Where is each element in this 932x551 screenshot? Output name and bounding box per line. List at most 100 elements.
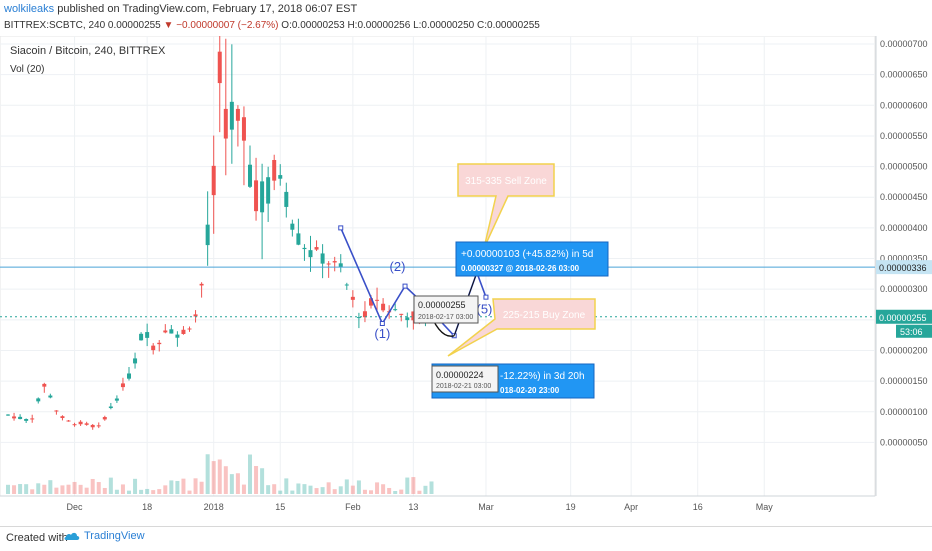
candle-body [157, 342, 162, 345]
candle-body [393, 309, 398, 311]
volume-bar [405, 477, 410, 494]
volume-bar [344, 479, 349, 494]
author-link[interactable]: wolkileaks [4, 3, 55, 15]
volume-bar [241, 484, 246, 494]
candle-body [127, 373, 131, 379]
candle-body [102, 417, 107, 420]
candle-body [96, 425, 101, 427]
wave-pivot [483, 294, 489, 300]
candle-body [308, 250, 313, 258]
candle-body [139, 333, 144, 341]
created-with-text: Created with [6, 532, 68, 544]
tooltip-bottom-box [431, 365, 499, 393]
candle-body [120, 383, 125, 388]
ticker-symbol: BITTREX:SCBTC, 240 0.00000255 [4, 20, 161, 31]
candle-body [163, 330, 168, 333]
candle-body [217, 51, 222, 84]
candle-body [241, 117, 246, 141]
tradingview-brand: TradingView [84, 530, 145, 542]
overlays: (1) (2) (5) 315-335 Sell Zone 225-215 Buy Zo… [0, 163, 875, 399]
candle-body [362, 311, 367, 318]
publish-line: wolkileaks published on TradingView.com,… [4, 3, 357, 15]
candle-body [48, 395, 53, 398]
tooltip-top-date: 2018-02-17 03:00 [418, 314, 473, 321]
volume-bar [266, 485, 271, 494]
wave-pivot [379, 321, 385, 327]
x-tick-label: Dec [67, 502, 84, 512]
tradingview-link[interactable]: TradingView [64, 530, 145, 542]
candle-body [320, 253, 325, 264]
volume-bar [175, 480, 180, 494]
ticker-line: BITTREX:SCBTC, 240 0.00000255 ▼ −0.00000… [4, 20, 540, 31]
volume-bar [120, 484, 125, 494]
volume-bar [48, 480, 53, 494]
volume-bar [199, 481, 204, 494]
y-tick-label: 0.00000450 [880, 192, 928, 202]
candle-body [30, 418, 35, 420]
candle-body [84, 423, 89, 425]
volume-bar [18, 484, 23, 494]
x-tick-label: 13 [408, 502, 418, 512]
volume-bar [411, 477, 416, 494]
candle-body [72, 424, 77, 426]
publish-header: wolkileaks published on TradingView.com,… [0, 0, 932, 36]
volume-bar [375, 482, 380, 494]
volume-bar [429, 481, 434, 494]
candle-body [332, 261, 337, 263]
tradingview-cloud-icon [64, 532, 80, 541]
x-tick-label: 16 [693, 502, 703, 512]
measure-up-line2: 0.00000327 @ 2018-02-26 03:00 [461, 264, 580, 273]
volume-bar [54, 487, 59, 494]
volume-bar [163, 485, 168, 494]
wave-pivot [338, 225, 344, 231]
candle-body [411, 311, 416, 321]
volume-bar [127, 490, 131, 494]
candle-body [60, 416, 65, 419]
wave-label: (2) [390, 259, 406, 274]
candle-body [290, 223, 295, 230]
y-tick-label: 0.00000500 [880, 162, 928, 172]
volume-bar [157, 489, 162, 494]
volume-bar [369, 490, 373, 494]
candle-body [302, 247, 307, 250]
sell-zone-label: 315-335 Sell Zone [465, 176, 547, 187]
candle-body [90, 424, 95, 428]
chart-title: Siacoin / Bitcoin, 240, BITTREX [10, 45, 166, 57]
volume-bar [314, 488, 319, 494]
tooltip-top-value: 0.00000255 [418, 300, 466, 310]
current-price-text: 0.00000255 [879, 313, 927, 323]
candle-body [193, 314, 198, 317]
volume-bar [193, 478, 198, 494]
price-chart[interactable]: (1) (2) (5) 315-335 Sell Zone 225-215 Buy Zo… [0, 0, 932, 526]
x-tick-label: Apr [624, 502, 638, 512]
candle-body [381, 303, 386, 311]
volume-bar [72, 481, 77, 494]
candle-body [18, 416, 23, 420]
candle-body [223, 108, 228, 139]
candle-body [145, 332, 150, 338]
candle-body [211, 165, 216, 196]
x-tick-label: 19 [566, 502, 576, 512]
x-tick-label: 18 [142, 502, 152, 512]
candle-body [278, 175, 283, 179]
buy-zone-label: 225-215 Buy Zone [503, 310, 586, 321]
candle-body [272, 159, 277, 181]
chart-area[interactable]: (1) (2) (5) 315-335 Sell Zone 225-215 Buy Zo… [0, 0, 932, 526]
candle-body [248, 164, 252, 187]
volume-bar [302, 484, 307, 494]
candle-body [199, 283, 204, 286]
volume-bar [290, 490, 295, 494]
candle-body [24, 419, 29, 421]
volume-bar [260, 468, 265, 494]
volume-bar [326, 482, 331, 494]
volume-bar [356, 480, 361, 494]
candle-body [266, 177, 271, 204]
candle-body [133, 358, 138, 364]
volume-bar [90, 478, 95, 494]
candle-body [187, 328, 192, 330]
grid [0, 35, 876, 497]
candle-body [36, 398, 41, 402]
wave-label: (1) [374, 326, 390, 341]
candle-body [229, 101, 234, 130]
ohlc-values: O:0.00000253 H:0.00000256 L:0.00000250 C… [281, 20, 540, 31]
